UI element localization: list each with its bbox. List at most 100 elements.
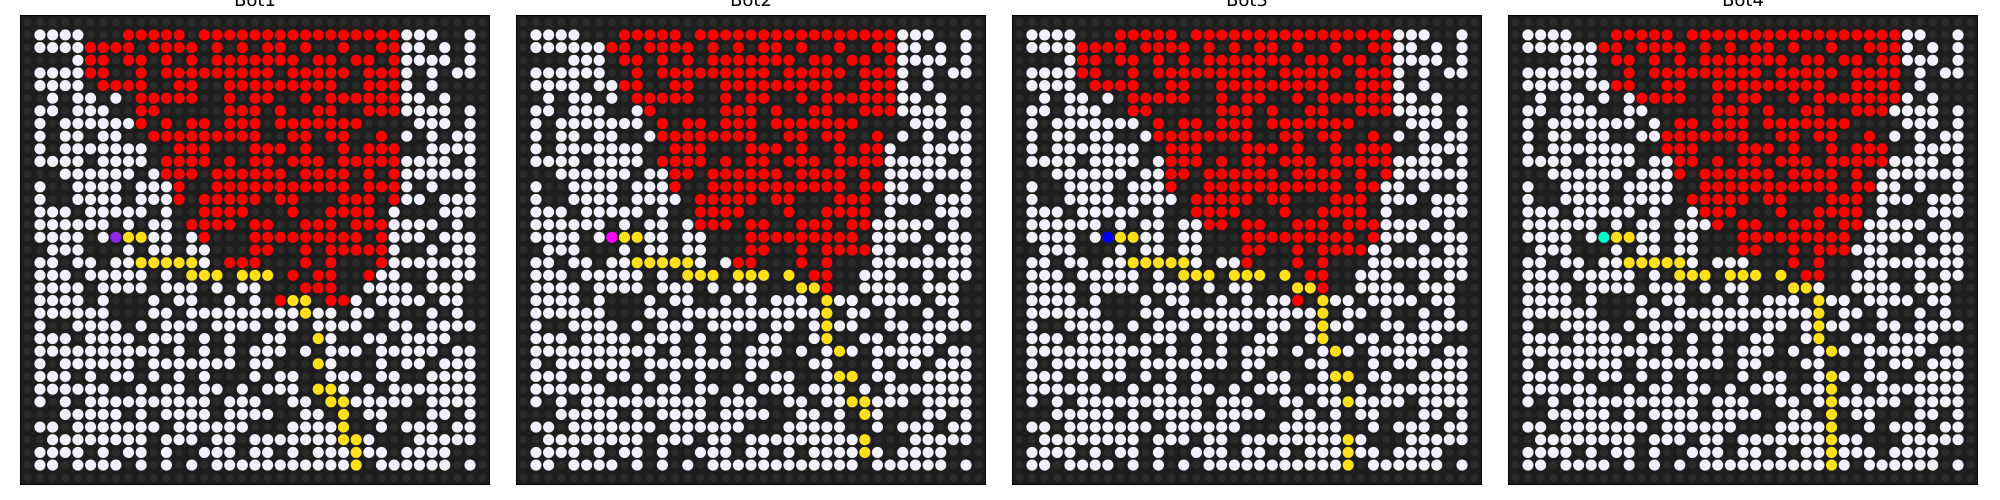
red-cell [1355, 143, 1366, 154]
open-cell [923, 346, 934, 357]
red-cell [1750, 55, 1761, 66]
open-cell [1406, 434, 1417, 445]
open-cell [1456, 131, 1467, 142]
wall-cell [1471, 410, 1479, 418]
red-cell [1674, 143, 1685, 154]
wall-cell [23, 195, 31, 203]
open-cell [682, 434, 693, 445]
wall-cell [124, 18, 132, 26]
open-cell [530, 422, 541, 433]
open-cell [897, 384, 908, 395]
wall-cell [188, 31, 196, 39]
red-cell [249, 244, 260, 255]
red-cell [325, 282, 336, 293]
open-cell [1573, 181, 1584, 192]
open-cell [556, 308, 567, 319]
red-cell [872, 80, 883, 91]
open-cell [1039, 80, 1050, 91]
red-cell [123, 42, 134, 53]
wall-cell [1154, 82, 1162, 90]
wall-cell [1116, 474, 1124, 482]
open-cell [34, 270, 45, 281]
wall-cell [545, 18, 553, 26]
open-cell [1456, 29, 1467, 40]
open-cell [464, 409, 475, 420]
red-cell [136, 67, 147, 78]
open-cell [427, 308, 438, 319]
red-cell [1662, 42, 1673, 53]
open-cell [427, 409, 438, 420]
wall-cell [696, 107, 704, 115]
wall-cell [1688, 94, 1696, 102]
wall-cell [264, 297, 272, 305]
open-cell [300, 409, 311, 420]
red-cell [834, 206, 845, 217]
open-cell [60, 434, 71, 445]
open-cell [1241, 447, 1252, 458]
path-cell [1153, 257, 1164, 268]
red-cell [783, 29, 794, 40]
red-cell [758, 55, 769, 66]
wall-cell [709, 334, 717, 342]
wall-cell [1331, 360, 1339, 368]
open-cell [1102, 181, 1113, 192]
open-cell [1952, 270, 1963, 281]
open-cell [821, 371, 832, 382]
wall-cell [1458, 474, 1466, 482]
open-cell [1902, 118, 1913, 129]
red-cell [363, 67, 374, 78]
red-cell [1166, 131, 1177, 142]
red-cell [1750, 80, 1761, 91]
red-cell [1102, 42, 1113, 53]
wall-cell [1154, 107, 1162, 115]
wall-cell [1420, 474, 1428, 482]
wall-cell [137, 372, 145, 380]
red-cell [859, 181, 870, 192]
wall-cell [949, 157, 957, 165]
red-cell [249, 257, 260, 268]
wall-cell [1041, 18, 1049, 26]
open-cell [720, 320, 731, 331]
wall-cell [823, 410, 831, 418]
open-cell [1115, 333, 1126, 344]
red-cell [237, 29, 248, 40]
wall-cell [23, 448, 31, 456]
open-cell [948, 422, 959, 433]
wall-cell [949, 82, 957, 90]
wall-cell [1041, 474, 1049, 482]
wall-cell [1471, 246, 1479, 254]
wall-cell [532, 94, 540, 102]
wall-cell [1142, 157, 1150, 165]
wall-cell [1840, 259, 1848, 267]
wall-cell [1104, 448, 1112, 456]
red-cell [262, 42, 273, 53]
wall-cell [911, 69, 919, 77]
open-cell [439, 459, 450, 470]
wall-cell [772, 157, 780, 165]
open-cell [1064, 169, 1075, 180]
wall-cell [415, 246, 423, 254]
open-cell [72, 143, 83, 154]
red-cell [1317, 55, 1328, 66]
wall-cell [1612, 297, 1620, 305]
open-cell [249, 282, 260, 293]
open-cell [960, 320, 971, 331]
wall-cell [1407, 271, 1415, 279]
wall-cell [1587, 31, 1595, 39]
open-cell [923, 384, 934, 395]
wall-cell [1281, 347, 1289, 355]
wall-cell [441, 183, 449, 191]
wall-cell [1903, 246, 1911, 254]
open-cell [1431, 396, 1442, 407]
wall-cell [810, 145, 818, 153]
open-cell [1191, 232, 1202, 243]
wall-cell [899, 145, 907, 153]
wall-cell [415, 322, 423, 330]
red-cell [1674, 93, 1685, 104]
wall-cell [1015, 233, 1023, 241]
open-cell [1115, 346, 1126, 357]
wall-cell [1015, 347, 1023, 355]
open-cell [401, 447, 412, 458]
wall-cell [377, 474, 385, 482]
wall-cell [1167, 246, 1175, 254]
